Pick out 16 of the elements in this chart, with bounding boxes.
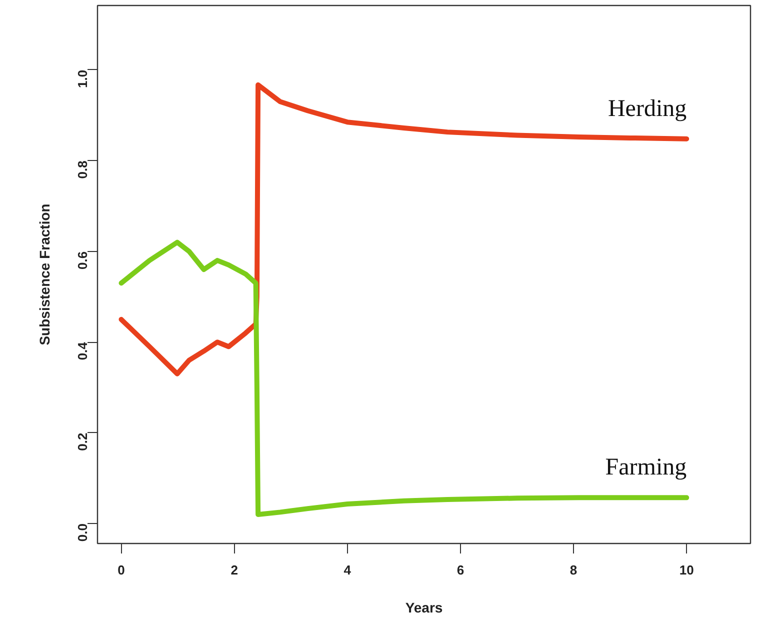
x-tick-label: 0 [118,562,125,578]
x-tick-label: 2 [230,562,238,578]
y-tick-label: 0.6 [75,251,90,270]
x-axis-title: Years [405,600,443,616]
x-tick-label: 8 [570,562,578,578]
y-axis-title: Subsistence Fraction [36,204,52,346]
y-tick-label: 1.0 [75,70,90,88]
x-tick-label: 4 [344,562,352,578]
y-tick-label: 0.4 [75,341,90,360]
series-label: Herding [608,96,687,122]
x-tick-label: 6 [456,562,464,578]
y-tick-label: 0.0 [75,524,90,542]
y-tick-label: 0.2 [75,432,90,451]
x-tick-label: 10 [679,562,694,578]
y-tick-label: 0.8 [75,160,90,179]
series-label: Farming [605,454,687,481]
